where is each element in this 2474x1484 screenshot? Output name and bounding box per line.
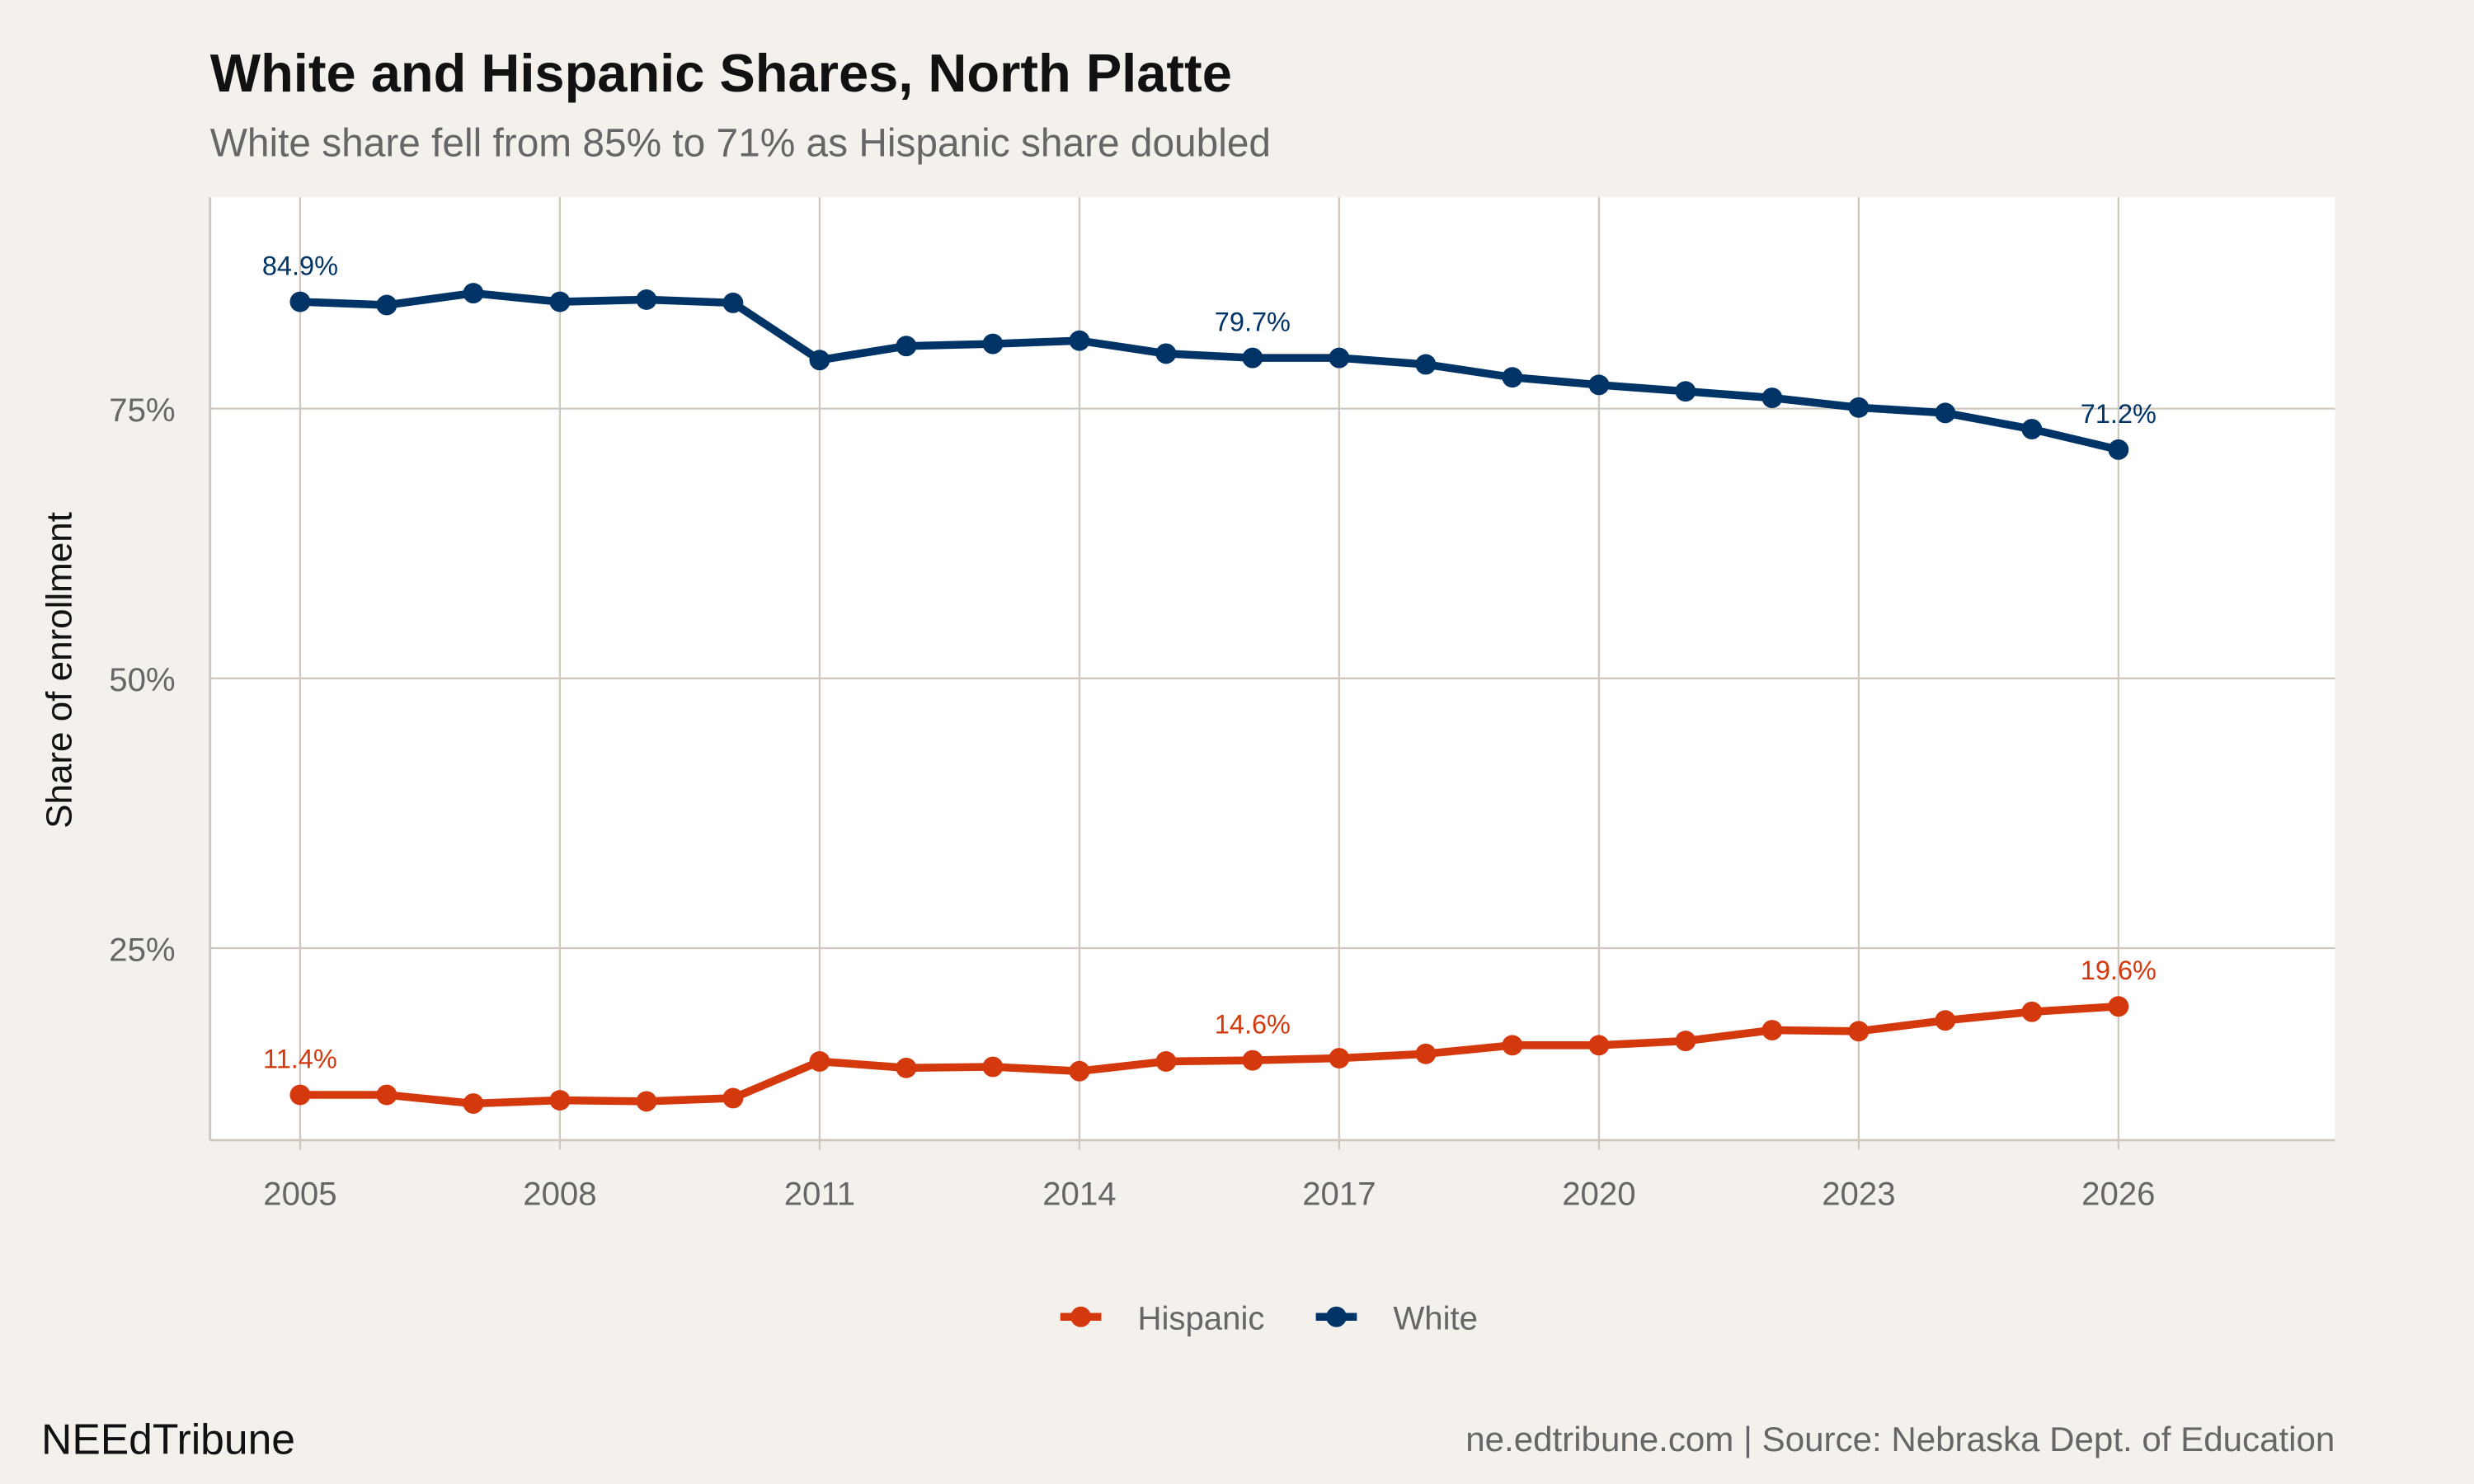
white-point	[722, 292, 744, 313]
plot-panel	[209, 197, 2335, 1140]
hispanic-point	[2021, 1001, 2043, 1022]
white-point	[1588, 374, 1610, 396]
hispanic-point	[1848, 1021, 1870, 1042]
white-point	[1935, 402, 1956, 424]
x-tick-label: 2026	[2081, 1175, 2155, 1212]
hispanic-data-label: 11.4%	[263, 1045, 337, 1074]
hispanic-point	[809, 1051, 830, 1072]
footer-brand: NEEdTribune	[41, 1416, 295, 1463]
white-point	[1329, 347, 1350, 369]
legend-white-label: White	[1393, 1300, 1478, 1337]
white-point	[2021, 419, 2043, 439]
white-point	[896, 336, 917, 357]
x-tick-label: 2011	[784, 1175, 855, 1212]
hispanic-point	[376, 1084, 397, 1106]
hispanic-point	[549, 1090, 571, 1111]
legend-hispanic-label: Hispanic	[1137, 1300, 1264, 1337]
white-point	[1242, 347, 1263, 369]
x-tick-label: 2017	[1302, 1175, 1376, 1212]
x-tick-label: 2008	[523, 1175, 596, 1212]
hispanic-point	[1155, 1051, 1177, 1072]
hispanic-point	[1588, 1035, 1610, 1056]
hispanic-data-label: 14.6%	[1215, 1010, 1291, 1040]
y-tick-label: 75%	[109, 392, 175, 429]
x-tick-label: 2014	[1042, 1175, 1116, 1212]
y-axis-label: Share of enrollment	[39, 512, 79, 829]
white-point	[1761, 387, 1783, 408]
chart-title: White and Hispanic Shares, North Platte	[210, 43, 1232, 103]
white-line	[299, 289, 2119, 454]
white-point	[289, 291, 311, 312]
hispanic-point	[636, 1091, 657, 1112]
white-point	[376, 294, 397, 316]
white-point	[2108, 439, 2129, 460]
white-data-label: 84.9%	[262, 251, 338, 281]
white-point	[809, 350, 830, 371]
hispanic-point	[1242, 1050, 1263, 1071]
footer-source: ne.edtribune.com | Source: Nebraska Dept…	[1465, 1420, 2335, 1458]
hispanic-data-label: 19.6%	[2081, 956, 2157, 985]
hispanic-point	[1415, 1043, 1437, 1064]
hispanic-point	[722, 1087, 744, 1109]
white-data-label: 79.7%	[1215, 308, 1291, 337]
white-data-label: 71.2%	[2081, 399, 2157, 429]
white-point	[463, 283, 484, 304]
hispanic-point	[2108, 996, 2129, 1017]
white-point	[549, 291, 571, 312]
hispanic-point	[982, 1056, 1004, 1078]
legend-hispanic-marker	[1070, 1306, 1092, 1327]
hispanic-point	[1329, 1048, 1350, 1068]
white-point	[982, 333, 1004, 355]
hispanic-point	[289, 1084, 311, 1106]
x-tick-label: 2023	[1822, 1175, 1895, 1212]
hispanic-point	[1761, 1020, 1783, 1040]
white-point	[1675, 381, 1696, 402]
y-tick-label: 25%	[109, 931, 175, 968]
legend-white-marker	[1326, 1306, 1347, 1327]
white-point	[1155, 343, 1177, 364]
hispanic-point	[1069, 1060, 1090, 1082]
hispanic-point	[1935, 1010, 1956, 1031]
chart-subtitle: White share fell from 85% to 71% as Hisp…	[210, 121, 1271, 165]
white-point	[1502, 367, 1523, 388]
hispanic-point	[1675, 1031, 1696, 1052]
white-point	[636, 289, 657, 310]
white-point	[1415, 354, 1437, 375]
hispanic-point	[896, 1057, 917, 1078]
hispanic-point	[1502, 1035, 1523, 1056]
hispanic-line	[299, 1002, 2119, 1108]
white-point	[1848, 397, 1870, 418]
x-tick-label: 2020	[1562, 1175, 1635, 1212]
white-point	[1069, 330, 1090, 351]
y-tick-label: 50%	[109, 661, 175, 698]
hispanic-point	[463, 1093, 484, 1114]
x-tick-label: 2005	[263, 1175, 336, 1212]
